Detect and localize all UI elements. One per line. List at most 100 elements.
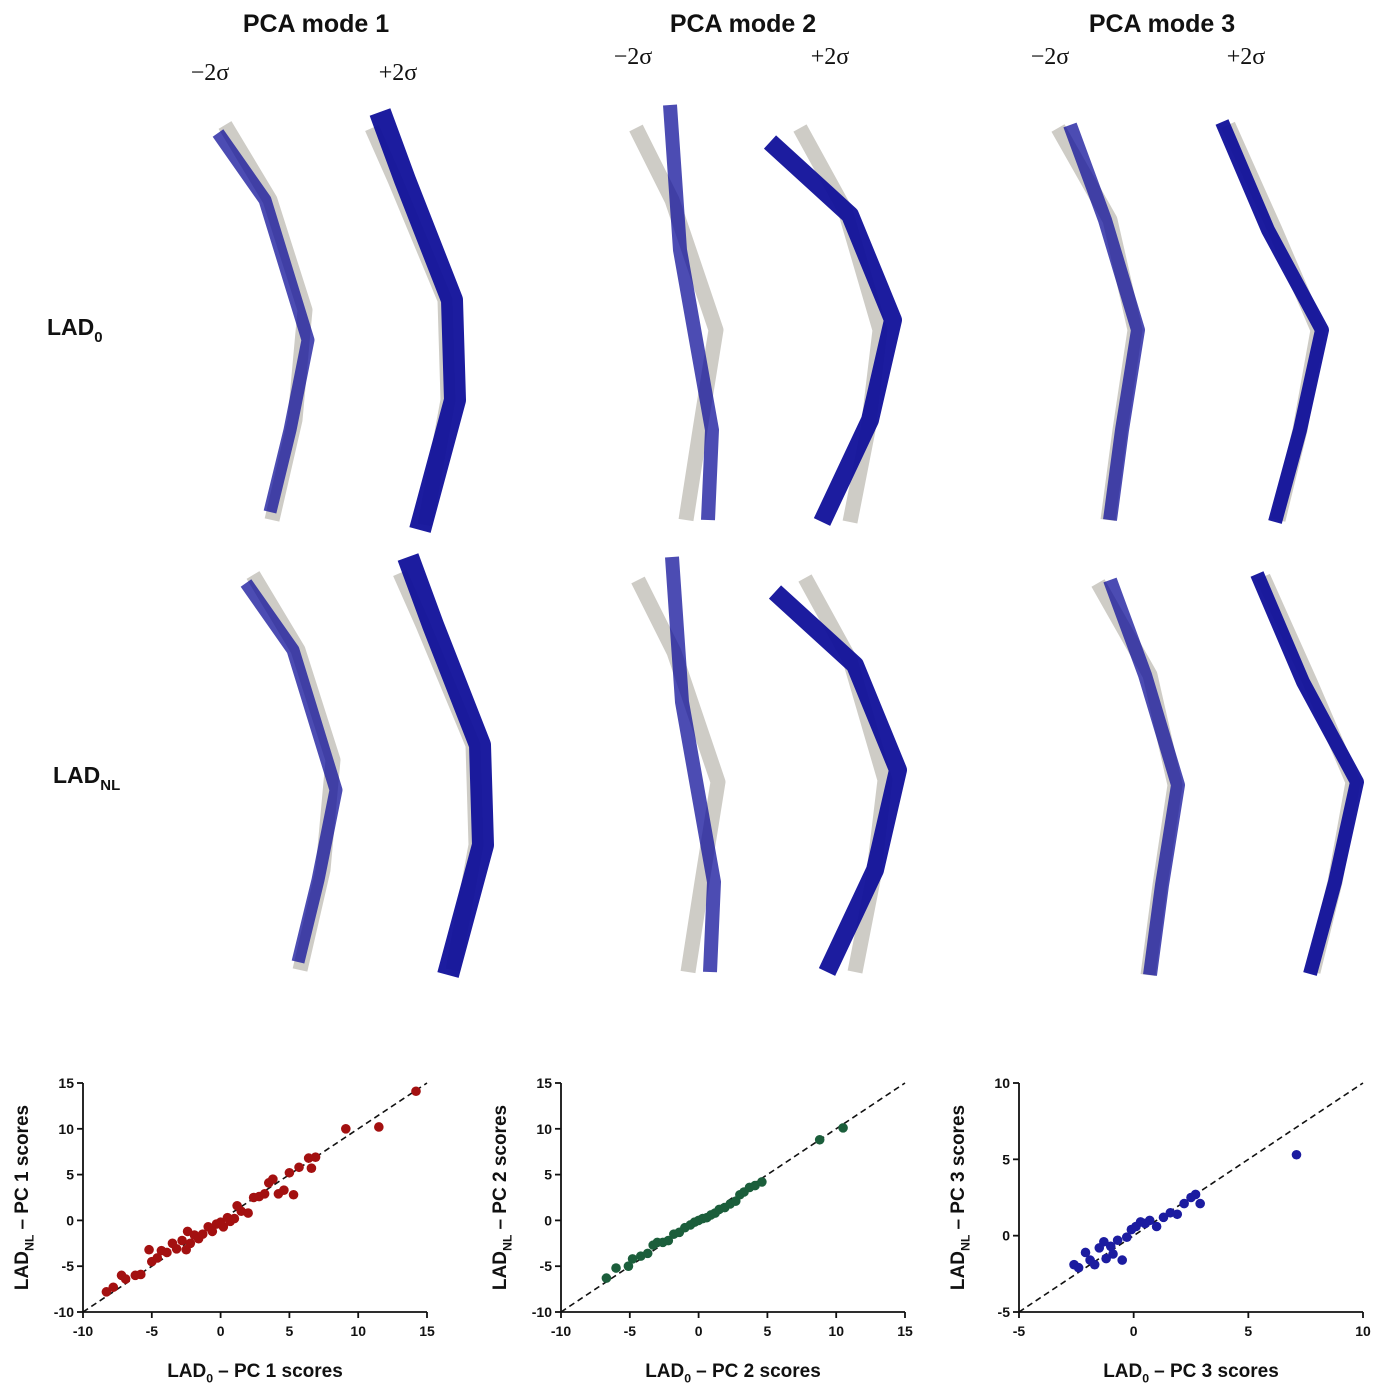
point xyxy=(171,1243,182,1254)
vessel-mode xyxy=(1215,119,1329,524)
point xyxy=(284,1167,295,1178)
point xyxy=(814,1134,825,1145)
identity-line xyxy=(82,1082,428,1313)
vessel-mean xyxy=(218,121,313,522)
sigma-label: −2σ xyxy=(614,44,653,70)
point xyxy=(1158,1212,1169,1223)
point xyxy=(306,1163,317,1173)
x-tick-label: -10 xyxy=(551,1323,571,1339)
x-axis-label-part: LAD xyxy=(645,1361,684,1382)
x-axis-label-part: LAD xyxy=(167,1361,206,1382)
point xyxy=(144,1244,154,1255)
point xyxy=(1105,1241,1116,1252)
y-axis-label-part: – PC 2 scores xyxy=(490,1105,511,1230)
vessel-mean xyxy=(629,124,724,522)
point xyxy=(120,1274,131,1284)
point xyxy=(259,1189,270,1199)
point xyxy=(218,1222,229,1232)
x-tick-label: 0 xyxy=(1130,1323,1138,1339)
x-tick-label: -10 xyxy=(73,1323,93,1339)
y-tick-label: -5 xyxy=(540,1258,553,1274)
point xyxy=(374,1122,384,1132)
point xyxy=(663,1235,674,1246)
y-tick-label: 0 xyxy=(1002,1228,1010,1244)
x-tick-label: 5 xyxy=(1244,1323,1252,1339)
row-label: LAD0 xyxy=(47,314,103,346)
point xyxy=(1172,1209,1183,1220)
point xyxy=(611,1263,621,1273)
point xyxy=(411,1086,421,1097)
row-label-part: 0 xyxy=(94,329,102,346)
point xyxy=(601,1273,612,1283)
x-axis-label: LAD0 – PC 2 scores xyxy=(645,1361,821,1383)
point xyxy=(1179,1198,1189,1209)
point xyxy=(1108,1249,1118,1259)
point xyxy=(1080,1247,1091,1258)
point xyxy=(108,1282,119,1293)
vessel-mode xyxy=(369,108,466,533)
column-title: PCA mode 1 xyxy=(243,10,389,38)
x-axis-label-part: 0 xyxy=(1142,1372,1149,1383)
y-tick-label: 15 xyxy=(536,1075,552,1091)
y-axis-label: LADNL – PC 1 scores xyxy=(12,1105,37,1290)
point xyxy=(294,1162,304,1173)
point xyxy=(243,1208,253,1218)
x-axis-label-part: – PC 1 scores xyxy=(218,1361,343,1382)
y-tick-label: 5 xyxy=(66,1167,74,1183)
y-axis-label-part: NL xyxy=(501,1234,515,1251)
point xyxy=(1195,1198,1205,1209)
x-tick-label: -5 xyxy=(146,1323,159,1339)
y-axis-label-part: – PC 1 scores xyxy=(12,1105,33,1230)
point xyxy=(135,1269,146,1280)
x-tick-label: 5 xyxy=(764,1323,772,1339)
point xyxy=(1073,1262,1084,1273)
identity-line xyxy=(1018,1082,1364,1313)
x-tick-label: 0 xyxy=(217,1323,225,1339)
y-tick-label: 0 xyxy=(66,1212,74,1228)
x-tick-label: 0 xyxy=(695,1323,703,1339)
point xyxy=(152,1253,163,1263)
y-axis-label-part: – PC 3 scores xyxy=(948,1105,969,1230)
x-axis-label-part: – PC 2 scores xyxy=(696,1361,821,1382)
sigma-label: −2σ xyxy=(191,60,230,86)
point xyxy=(1144,1215,1155,1226)
y-axis-label: LADNL – PC 3 scores xyxy=(948,1105,973,1290)
point xyxy=(1089,1259,1100,1270)
row-label-part: NL xyxy=(100,777,120,794)
point xyxy=(1291,1149,1302,1160)
point xyxy=(1101,1253,1111,1264)
point xyxy=(229,1213,240,1224)
point xyxy=(642,1248,653,1259)
point xyxy=(838,1123,848,1133)
sigma-label: −2σ xyxy=(1031,44,1070,70)
y-tick-label: 0 xyxy=(544,1212,552,1228)
x-axis-label: LAD0 – PC 1 scores xyxy=(167,1361,343,1383)
y-tick-label: -10 xyxy=(54,1304,74,1320)
vessel-mode xyxy=(1103,577,1185,976)
vessel-mode xyxy=(212,129,315,514)
y-axis-label-part: NL xyxy=(23,1234,37,1251)
x-axis-label-part: 0 xyxy=(684,1372,691,1383)
vessel-mode xyxy=(768,585,907,976)
sigma-label: +2σ xyxy=(379,60,418,86)
point xyxy=(177,1235,187,1246)
point xyxy=(279,1185,289,1195)
point xyxy=(1121,1232,1132,1242)
point xyxy=(207,1226,218,1237)
y-tick-label: 15 xyxy=(58,1075,74,1091)
x-tick-label: 15 xyxy=(897,1323,913,1339)
x-axis-label-part: – PC 3 scores xyxy=(1154,1361,1279,1382)
vessel-mode xyxy=(663,104,719,521)
y-tick-label: -5 xyxy=(62,1258,75,1274)
row-label: LADNL xyxy=(53,762,120,794)
y-tick-label: -5 xyxy=(998,1304,1011,1320)
column-title: PCA mode 3 xyxy=(1089,10,1235,38)
x-axis-label-part: 0 xyxy=(206,1372,213,1383)
y-axis-label-part: NL xyxy=(959,1234,973,1251)
x-axis-label-part: LAD xyxy=(1103,1361,1142,1382)
vessel-mode xyxy=(1250,571,1364,976)
row-label-part: LAD xyxy=(47,314,94,340)
x-tick-label: 10 xyxy=(1355,1323,1371,1339)
point xyxy=(1190,1189,1201,1200)
vessel-mode xyxy=(665,556,721,973)
